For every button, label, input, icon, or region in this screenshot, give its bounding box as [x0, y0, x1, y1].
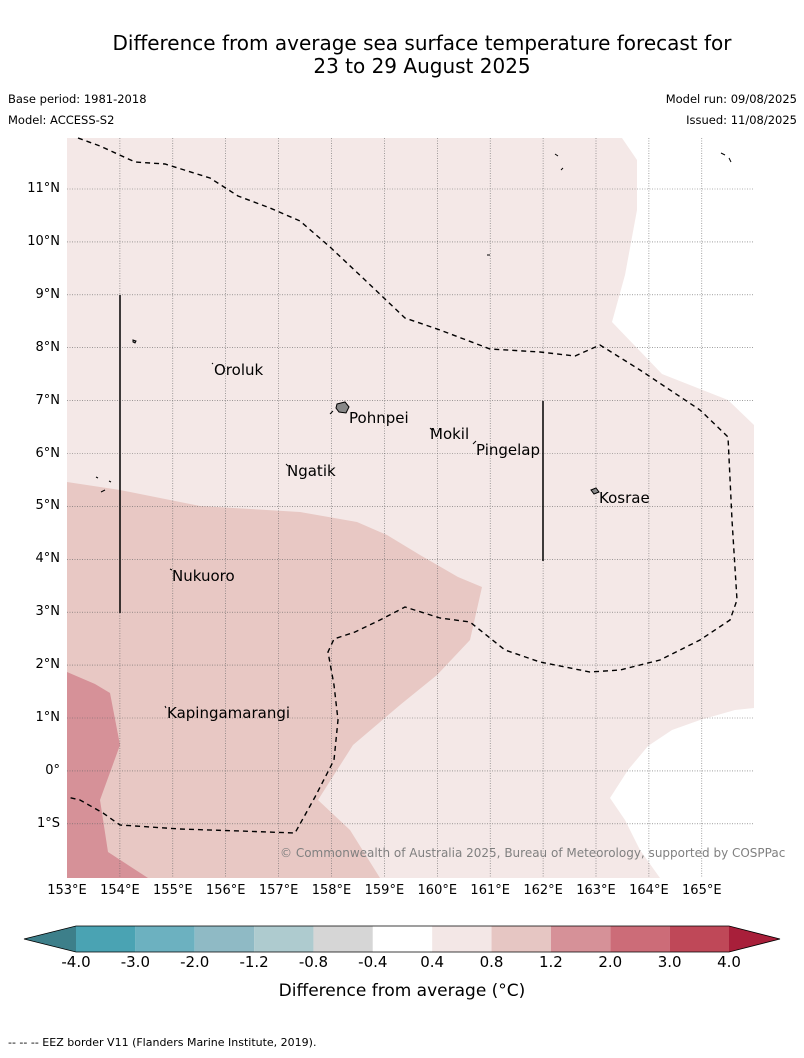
colorbar-extend-low [24, 926, 76, 952]
model-run: Model run: 09/08/2025 [665, 92, 797, 106]
anomaly-band-medium [67, 482, 482, 878]
latitude-tick-label: 3°N [35, 604, 61, 620]
longitude-tick-label: 165°E [682, 883, 722, 898]
colorbar-label: Difference from average (°C) [278, 981, 526, 1001]
colorbar-tick: 0.8 [479, 953, 504, 971]
colorbar-tick: 0.4 [420, 953, 445, 971]
colorbar-tick: 4.0 [717, 953, 741, 971]
longitude-tick-label: 155°E [153, 883, 193, 898]
latitude-tick-label: 8°N [35, 339, 61, 355]
latitude-tick-label: 9°N [35, 286, 61, 302]
place-label-kosrae: Kosrae [599, 489, 650, 507]
islet [720, 152, 726, 156]
islet [100, 489, 106, 493]
place-label-pohnpei: Pohnpei [349, 409, 409, 427]
mokil-islet [429, 427, 433, 431]
latitude-tick-label: 1°S [36, 815, 60, 831]
islet [132, 339, 137, 344]
issued-date: Issued: 11/08/2025 [686, 113, 797, 127]
longitude-tick-label: 163°E [576, 883, 616, 898]
colorbar-tick: 1.2 [538, 953, 563, 971]
longitude-tick-label: 164°E [629, 883, 669, 898]
base-period: Base period: 1981-2018 [8, 92, 147, 106]
chart-title: Difference from average sea surface temp… [60, 32, 784, 78]
latitude-tick-label: 11°N [27, 181, 60, 196]
colorbar-segment [194, 926, 255, 952]
kosrae-island [590, 487, 600, 495]
longitude-tick-label: 159°E [364, 883, 405, 898]
colorbar-extend-high [729, 926, 780, 952]
colorbar-tick: -0.4 [358, 953, 388, 971]
latitude-tick-label: 0° [45, 762, 60, 778]
colorbar-tick: -3.0 [120, 953, 150, 971]
title-line-2: 23 to 29 August 2025 [313, 54, 531, 78]
latitude-tick-label: 10°N [27, 233, 60, 249]
model-name: Model: ACCESS-S2 [8, 113, 115, 127]
legend-footnote: -- -- -- EEZ border V11 (Flanders Marine… [8, 1036, 317, 1049]
place-label-ngatik: Ngatik [287, 462, 336, 480]
islet [95, 476, 99, 479]
longitude-tick-label: 158°E [311, 883, 352, 898]
longitude-tick-label: 162°E [523, 883, 563, 898]
latitude-tick-label: 7°N [35, 392, 61, 408]
latitude-tick-label: 6°N [35, 445, 61, 461]
place-label-kapingamarangi: Kapingamarangi [167, 704, 291, 722]
islet [560, 167, 564, 171]
colorbar-tick: -4.0 [61, 953, 91, 971]
latitude-tick-label: 5°N [35, 498, 61, 514]
islet [108, 480, 112, 483]
islet [329, 410, 334, 415]
ngatik-islet [285, 463, 289, 467]
pingelap-islet [472, 440, 477, 445]
longitude-tick-label: 160°E [417, 883, 458, 898]
colorbar-segment [610, 926, 670, 952]
islet [554, 153, 559, 157]
islet [728, 157, 732, 163]
longitude-tick-label: 153°E [47, 883, 87, 898]
colorbar-segment [372, 926, 433, 952]
pohnpei-island [335, 401, 350, 414]
colorbar-segment [254, 926, 314, 952]
latitude-tick-label: 4°N [35, 551, 61, 567]
colorbar-segment [491, 926, 551, 952]
place-label-nukuoro: Nukuoro [172, 567, 235, 585]
colorbar-segment [550, 926, 611, 952]
longitude-tick-label: 156°E [205, 883, 246, 898]
anomaly-band-neutral-north [612, 138, 754, 425]
colorbar-tick: -0.8 [298, 953, 329, 971]
colorbar-tick: -1.2 [239, 953, 269, 971]
title-line-1: Difference from average sea surface temp… [112, 31, 732, 55]
colorbar-tick: -2.0 [180, 953, 210, 971]
kapingamarangi-islet [164, 705, 167, 709]
colorbar-segment [76, 926, 136, 952]
place-label-mokil: Mokil [430, 425, 470, 443]
latitude-tick-label: 2°N [35, 657, 61, 673]
longitude-tick-label: 161°E [470, 883, 510, 898]
longitude-tick-label: 154°E [100, 883, 140, 898]
anomaly-band-strong [67, 672, 148, 878]
islands [95, 152, 732, 709]
copyright-notice: © Commonwealth of Australia 2025, Bureau… [280, 846, 786, 860]
longitude-tick-label: 157°E [258, 883, 299, 898]
place-label-pingelap: Pingelap [476, 441, 541, 459]
colorbar-segment [313, 926, 373, 952]
anomaly-band-neutral-south [610, 708, 754, 878]
colorbar-tick: 2.0 [598, 953, 623, 971]
colorbar-segment [669, 926, 729, 952]
colorbar-outline [23, 925, 781, 953]
oroluk-islet [211, 362, 214, 365]
colorbar-segment [135, 926, 195, 952]
latitude-tick-label: 1°N [35, 710, 61, 725]
colorbar-tick: 3.0 [657, 953, 682, 971]
nukuoro-islet [169, 568, 173, 571]
place-label-oroluk: Oroluk [214, 361, 264, 379]
colorbar-segment [432, 926, 492, 952]
